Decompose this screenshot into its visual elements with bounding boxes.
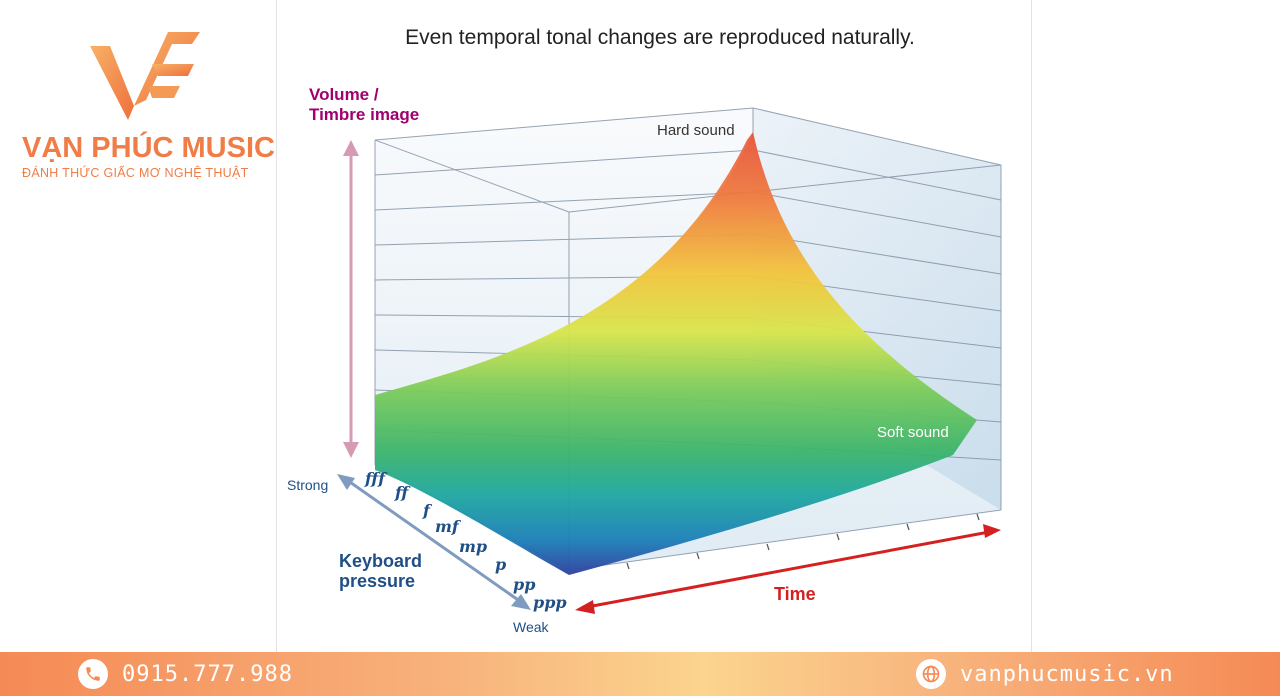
dynamic-mp: mp bbox=[459, 537, 487, 556]
diagram-canvas: Even temporal tonal changes are reproduc… bbox=[287, 26, 1002, 635]
strong-label: Strong bbox=[287, 477, 328, 493]
y-axis-label-line1: Volume / bbox=[309, 85, 379, 104]
phone-number: 0915.777.988 bbox=[122, 661, 293, 687]
dynamic-p: p bbox=[495, 555, 506, 574]
keyboard-axis-arrow bbox=[337, 474, 531, 610]
brand-logo[interactable]: VẠN PHÚC MUSIC ĐÁNH THỨC GIẤC MƠ NGHỆ TH… bbox=[18, 28, 278, 188]
tonal-diagram: Even temporal tonal changes are reproduc… bbox=[276, 0, 1032, 652]
footer-bar: 0915.777.988 vanphucmusic.vn bbox=[0, 652, 1280, 696]
phone-contact[interactable]: 0915.777.988 bbox=[78, 652, 293, 696]
website-url: vanphucmusic.vn bbox=[960, 661, 1174, 687]
y-axis-label-line2: Timbre image bbox=[309, 105, 419, 124]
time-label: Time bbox=[774, 584, 816, 604]
dynamic-f: f bbox=[422, 501, 433, 520]
brand-tagline: ĐÁNH THỨC GIẤC MƠ NGHỆ THUẬT bbox=[22, 166, 249, 180]
dynamic-ppp: ppp bbox=[533, 593, 567, 612]
weak-label: Weak bbox=[513, 619, 550, 635]
dynamic-mf: mf bbox=[435, 517, 462, 536]
diagram-title: Even temporal tonal changes are reproduc… bbox=[405, 26, 915, 49]
dynamic-fff: fff bbox=[364, 469, 388, 488]
soft-sound-label: Soft sound bbox=[877, 424, 949, 441]
hard-sound-label: Hard sound bbox=[657, 122, 735, 139]
volume-axis-arrow bbox=[343, 140, 359, 458]
keyboard-label-line1: Keyboard bbox=[339, 551, 422, 571]
vf-logo-icon bbox=[90, 32, 200, 120]
time-axis-arrow bbox=[575, 524, 1001, 614]
website-contact[interactable]: vanphucmusic.vn bbox=[916, 652, 1174, 696]
dynamic-pp: pp bbox=[513, 575, 535, 594]
dynamic-ff: ff bbox=[394, 483, 411, 502]
globe-icon bbox=[916, 659, 946, 689]
brand-name: VẠN PHÚC MUSIC bbox=[22, 132, 275, 164]
phone-icon bbox=[78, 659, 108, 689]
keyboard-label-line2: pressure bbox=[339, 571, 415, 591]
